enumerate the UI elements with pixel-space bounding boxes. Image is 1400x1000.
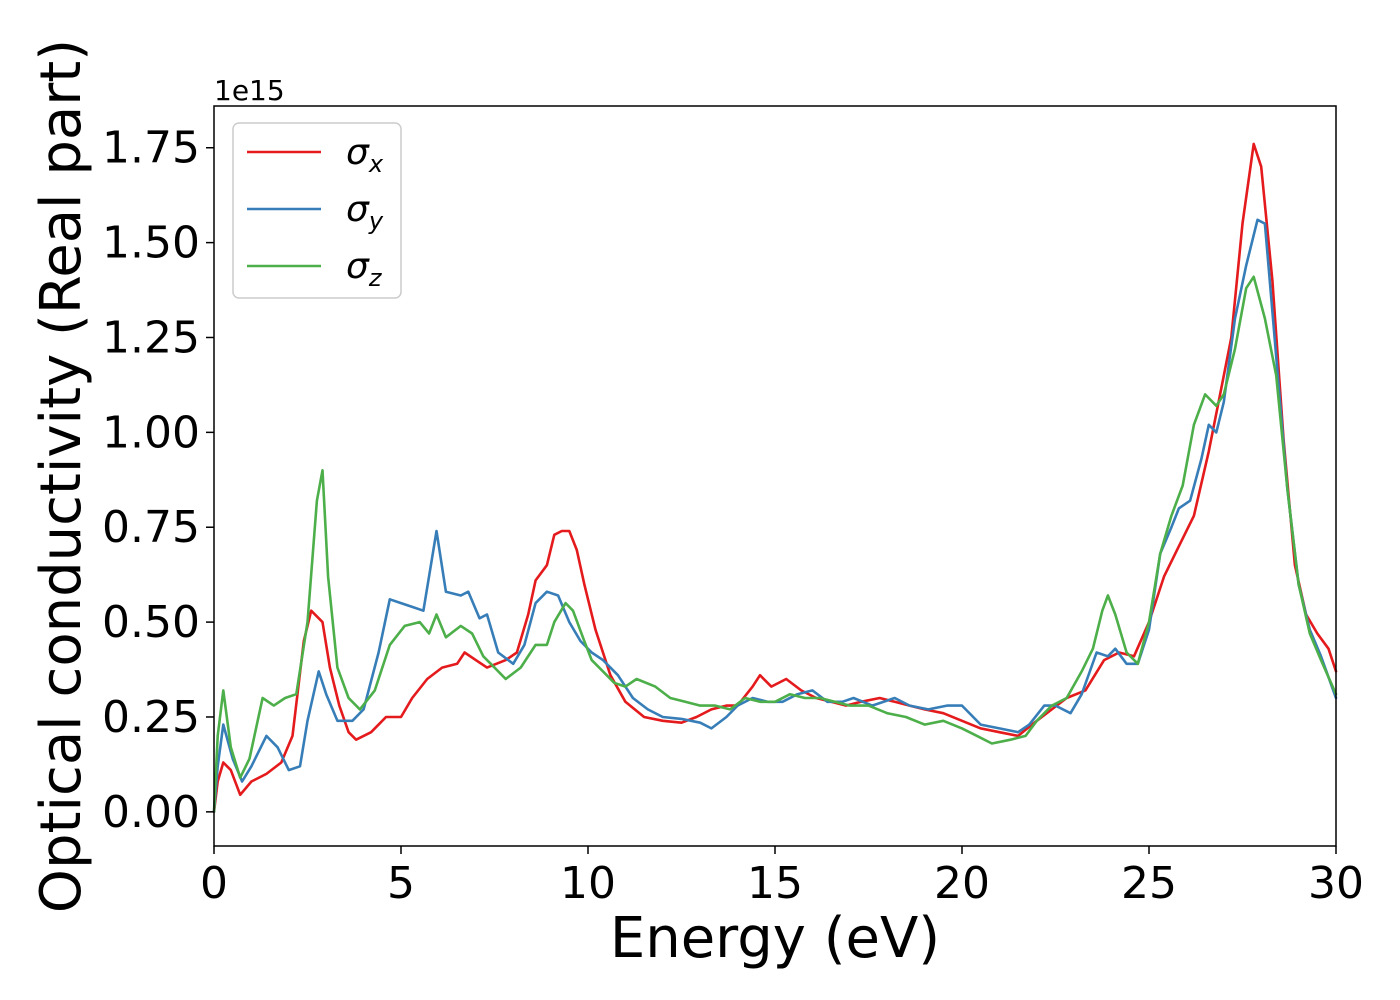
x-tick-label: 15	[747, 858, 803, 909]
legend-label-z: σz	[346, 246, 383, 292]
y-tick-label: 0.00	[102, 787, 200, 838]
legend: σx σy σz	[232, 122, 402, 299]
series-line-y	[212, 218, 1338, 814]
y-tick-label: 1.75	[102, 123, 200, 174]
y-tick-label: 1.25	[102, 312, 200, 363]
legend-frame	[232, 122, 402, 299]
y-offset-label: 1e15	[214, 74, 285, 107]
y-axis-title: Optical conductivity (Real part)	[29, 39, 94, 913]
series-layer	[212, 142, 1338, 814]
series-line-z	[212, 275, 1338, 814]
x-axis: 0 5 10 15 20 25 30	[200, 846, 1364, 909]
y-axis: 0.00 0.25 0.50 0.75 1.00 1.25 1.50 1.75	[102, 123, 214, 838]
x-tick-label: 30	[1308, 858, 1364, 909]
x-axis-title: Energy (eV)	[610, 906, 940, 971]
x-tick-label: 5	[387, 858, 415, 909]
x-tick-label: 10	[560, 858, 616, 909]
legend-label-y: σy	[346, 189, 384, 235]
x-tick-label: 25	[1121, 858, 1177, 909]
y-tick-label: 1.00	[102, 407, 200, 458]
x-tick-label: 0	[200, 858, 228, 909]
y-tick-label: 1.50	[102, 218, 200, 269]
x-tick-label: 20	[934, 858, 990, 909]
y-tick-label: 0.25	[102, 692, 200, 743]
y-tick-label: 0.50	[102, 597, 200, 648]
y-tick-label: 0.75	[102, 502, 200, 553]
legend-label-x: σx	[346, 132, 384, 178]
